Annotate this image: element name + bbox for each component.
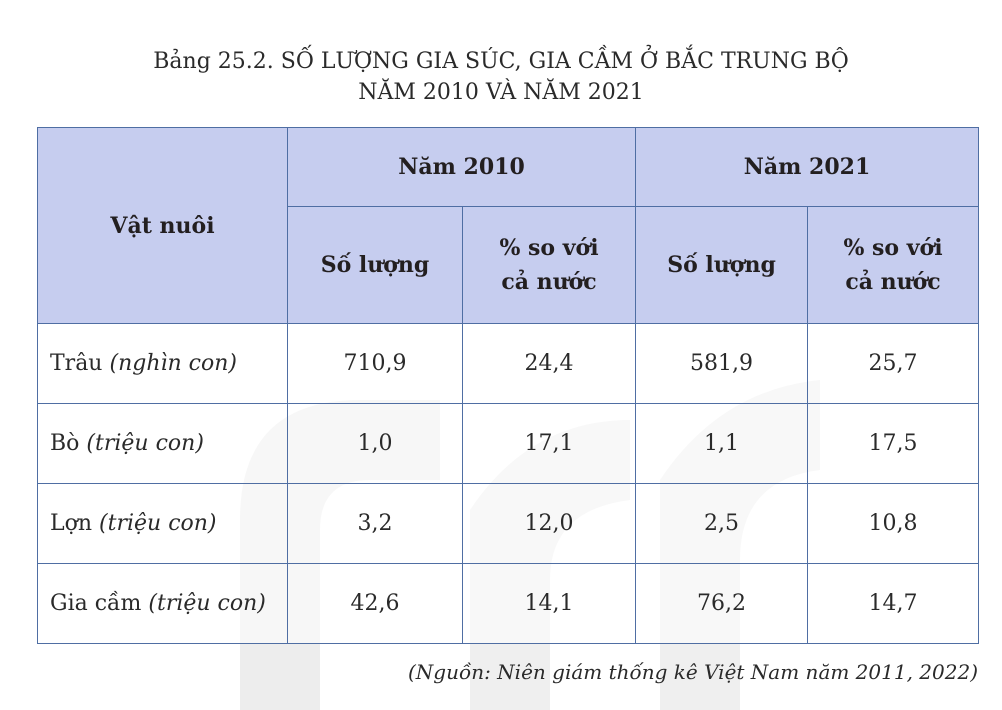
qty-2010-cell: 1,0 [287,403,463,484]
pct-label-line-2: cả nước [501,269,597,295]
pct-2010-cell: 17,1 [461,403,637,484]
header-animal: Vật nuôi [37,127,288,324]
animal-unit: (triệu con) [148,591,266,616]
pct-label-line-2: cả nước [845,269,941,295]
animal-name: Trâu [50,351,103,376]
caption-line-1: Bảng 25.2. SỐ LƯỢNG GIA SÚC, GIA CẦM Ở B… [153,49,849,74]
row-label: Lợn (triệu con) [37,483,288,564]
table-row-gia-cam: Gia cầm (triệu con) 42,6 14,1 76,2 14,7 [37,563,980,644]
pct-2010-cell: 14,1 [461,563,637,644]
header-row-subcolumns: Số lượng % so với cả nước Số lượng % so v… [38,206,980,324]
animal-unit: (nghìn con) [109,351,238,376]
source-note: (Nguồn: Niên giám thống kê Việt Nam năm … [407,660,978,684]
qty-2010-cell: 710,9 [287,323,463,404]
row-label: Trâu (nghìn con) [37,323,288,404]
header-year-2021: Năm 2021 [635,127,980,207]
animal-unit: (triệu con) [86,431,204,456]
pct-2021-cell: 17,5 [807,403,980,484]
header-year-2010: Năm 2010 [286,127,637,207]
animal-name: Bò [50,431,80,456]
row-label: Gia cầm (triệu con) [37,563,288,644]
header-qty-2010: Số lượng [287,206,463,324]
caption-line-2: NĂM 2010 VÀ NĂM 2021 [358,80,644,105]
qty-2021-cell: 1,1 [635,403,809,484]
animal-name: Gia cầm [50,591,142,616]
table-row-lon: Lợn (triệu con) 3,2 12,0 2,5 10,8 [37,483,980,564]
livestock-table: Vật nuôi Năm 2010 Năm 2021 Số lượng % so… [37,127,980,644]
pct-2021-cell: 25,7 [807,323,980,404]
qty-2021-cell: 76,2 [635,563,809,644]
qty-2010-cell: 3,2 [287,483,463,564]
table-row-bo: Bò (triệu con) 1,0 17,1 1,1 17,5 [37,403,980,484]
row-label: Bò (triệu con) [37,403,288,484]
pct-2010-cell: 12,0 [461,483,637,564]
pct-2010-cell: 24,4 [461,323,637,404]
animal-unit: (triệu con) [99,511,217,536]
pct-label-line-1: % so với [843,235,943,261]
qty-2021-cell: 2,5 [635,483,809,564]
table-row-trau: Trâu (nghìn con) 710,9 24,4 581,9 25,7 [37,323,980,404]
pct-label-line-1: % so với [499,235,599,261]
pct-2021-cell: 10,8 [807,483,980,564]
header-pct-2021: % so với cả nước [807,206,980,324]
pct-2021-cell: 14,7 [807,563,980,644]
animal-name: Lợn [50,511,93,536]
header-pct-2010: % so với cả nước [461,206,637,324]
table-caption: Bảng 25.2. SỐ LƯỢNG GIA SÚC, GIA CẦM Ở B… [0,46,1002,108]
header-row-years: Vật nuôi Năm 2010 Năm 2021 [37,127,980,324]
qty-2010-cell: 42,6 [287,563,463,644]
header-qty-2021: Số lượng [635,206,809,324]
qty-2021-cell: 581,9 [635,323,809,404]
